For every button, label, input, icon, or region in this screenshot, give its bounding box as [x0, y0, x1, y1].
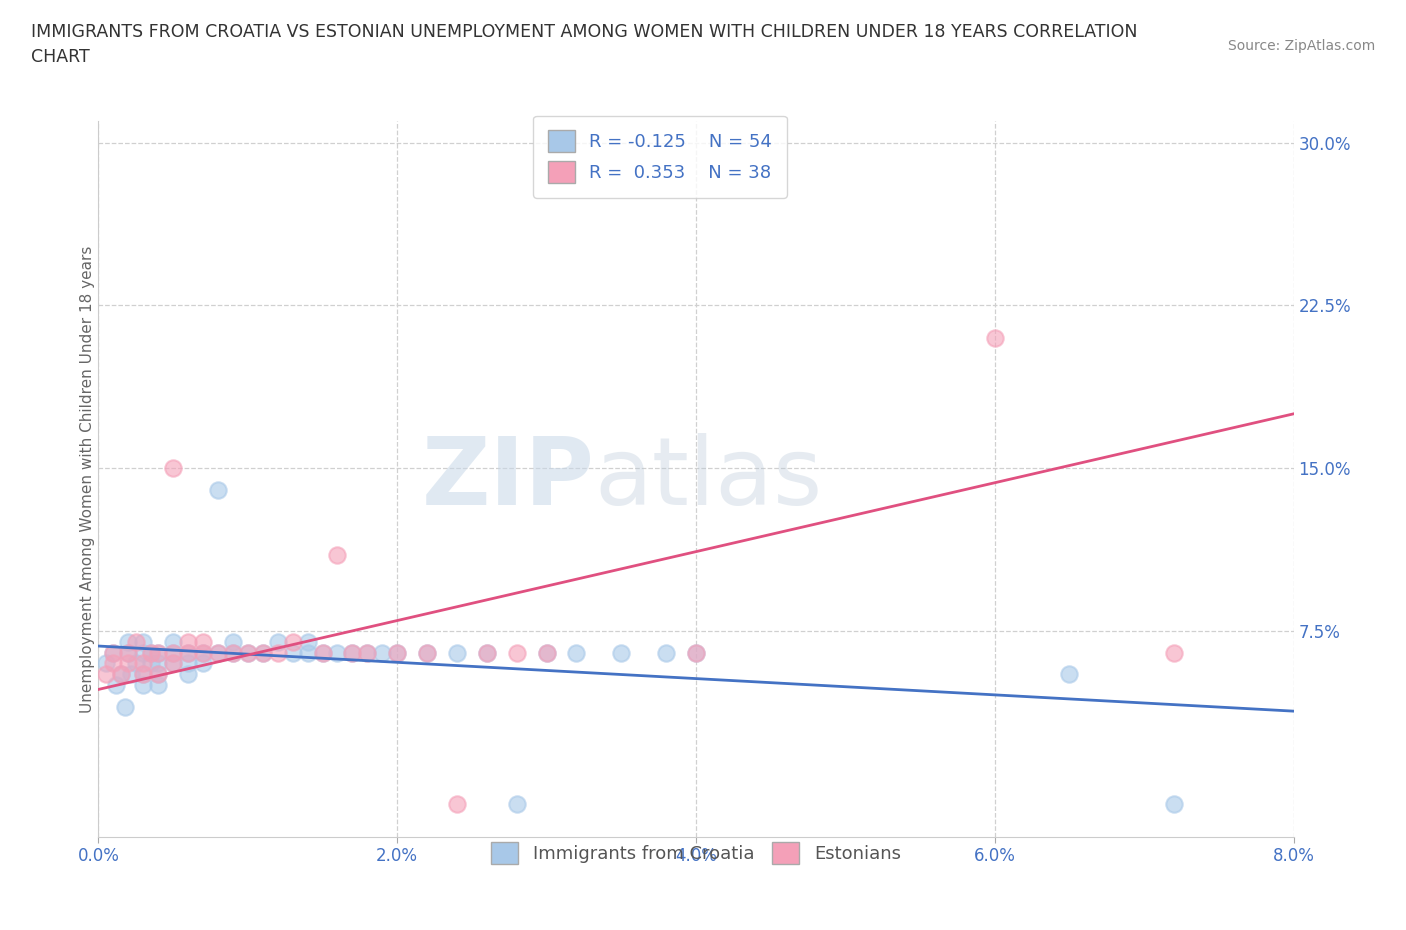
Point [222, 645, 245, 660]
Point [162, 645, 184, 660]
Point [416, 645, 439, 660]
Point [148, 667, 170, 682]
Point [94, 667, 117, 682]
Point [191, 645, 214, 660]
Point [297, 645, 319, 660]
Point [132, 634, 155, 649]
Point [267, 645, 290, 660]
Point [311, 645, 333, 660]
Point [110, 667, 132, 682]
Point [191, 634, 214, 649]
Point [191, 656, 214, 671]
Point [475, 645, 498, 660]
Point [252, 645, 274, 660]
Point [326, 548, 349, 563]
Point [475, 645, 498, 660]
Point [125, 656, 148, 671]
Point [342, 645, 364, 660]
Point [236, 645, 259, 660]
Point [655, 645, 678, 660]
Point [326, 645, 349, 660]
Point [139, 656, 162, 671]
Point [132, 667, 155, 682]
Point [281, 634, 304, 649]
Point [103, 645, 125, 660]
Point [222, 634, 245, 649]
Point [385, 645, 409, 660]
Point [446, 797, 468, 812]
Point [139, 645, 162, 660]
Point [148, 678, 170, 693]
Point [356, 645, 378, 660]
Point [177, 667, 200, 682]
Point [117, 634, 139, 649]
Point [506, 797, 529, 812]
Point [103, 645, 125, 660]
Point [132, 645, 155, 660]
Point [506, 645, 529, 660]
Point [148, 667, 170, 682]
Point [416, 645, 439, 660]
Point [103, 656, 125, 671]
Y-axis label: Unemployment Among Women with Children Under 18 years: Unemployment Among Women with Children U… [80, 246, 94, 712]
Point [610, 645, 633, 660]
Point [162, 460, 184, 475]
Point [117, 645, 139, 660]
Point [267, 634, 290, 649]
Point [162, 645, 184, 660]
Point [125, 634, 148, 649]
Point [207, 483, 229, 498]
Point [565, 645, 588, 660]
Point [148, 656, 170, 671]
Text: ZIP: ZIP [422, 433, 595, 525]
Point [356, 645, 378, 660]
Point [207, 645, 229, 660]
Point [110, 667, 132, 682]
Point [139, 645, 162, 660]
Point [114, 699, 136, 714]
Point [536, 645, 558, 660]
Point [148, 645, 170, 660]
Point [191, 645, 214, 660]
Point [117, 645, 139, 660]
Point [536, 645, 558, 660]
Point [132, 678, 155, 693]
Point [148, 645, 170, 660]
Text: atlas: atlas [595, 433, 823, 525]
Point [311, 645, 333, 660]
Legend: Immigrants from Croatia, Estonians: Immigrants from Croatia, Estonians [477, 827, 915, 878]
Point [177, 645, 200, 660]
Point [117, 656, 139, 671]
Point [177, 656, 200, 671]
Point [132, 667, 155, 682]
Point [207, 645, 229, 660]
Point [105, 678, 128, 693]
Point [236, 645, 259, 660]
Point [177, 645, 200, 660]
Point [342, 645, 364, 660]
Point [120, 667, 142, 682]
Point [297, 634, 319, 649]
Point [94, 656, 117, 671]
Point [685, 645, 707, 660]
Text: IMMIGRANTS FROM CROATIA VS ESTONIAN UNEMPLOYMENT AMONG WOMEN WITH CHILDREN UNDER: IMMIGRANTS FROM CROATIA VS ESTONIAN UNEM… [31, 23, 1137, 66]
Point [685, 645, 707, 660]
Point [132, 656, 155, 671]
Point [446, 645, 468, 660]
Point [252, 645, 274, 660]
Point [162, 656, 184, 671]
Point [1059, 667, 1081, 682]
Point [371, 645, 394, 660]
Point [1163, 797, 1185, 812]
Point [162, 634, 184, 649]
Point [222, 645, 245, 660]
Point [1163, 645, 1185, 660]
Point [984, 330, 1007, 345]
Point [177, 634, 200, 649]
Text: Source: ZipAtlas.com: Source: ZipAtlas.com [1227, 39, 1375, 53]
Point [385, 645, 409, 660]
Point [162, 656, 184, 671]
Point [281, 645, 304, 660]
